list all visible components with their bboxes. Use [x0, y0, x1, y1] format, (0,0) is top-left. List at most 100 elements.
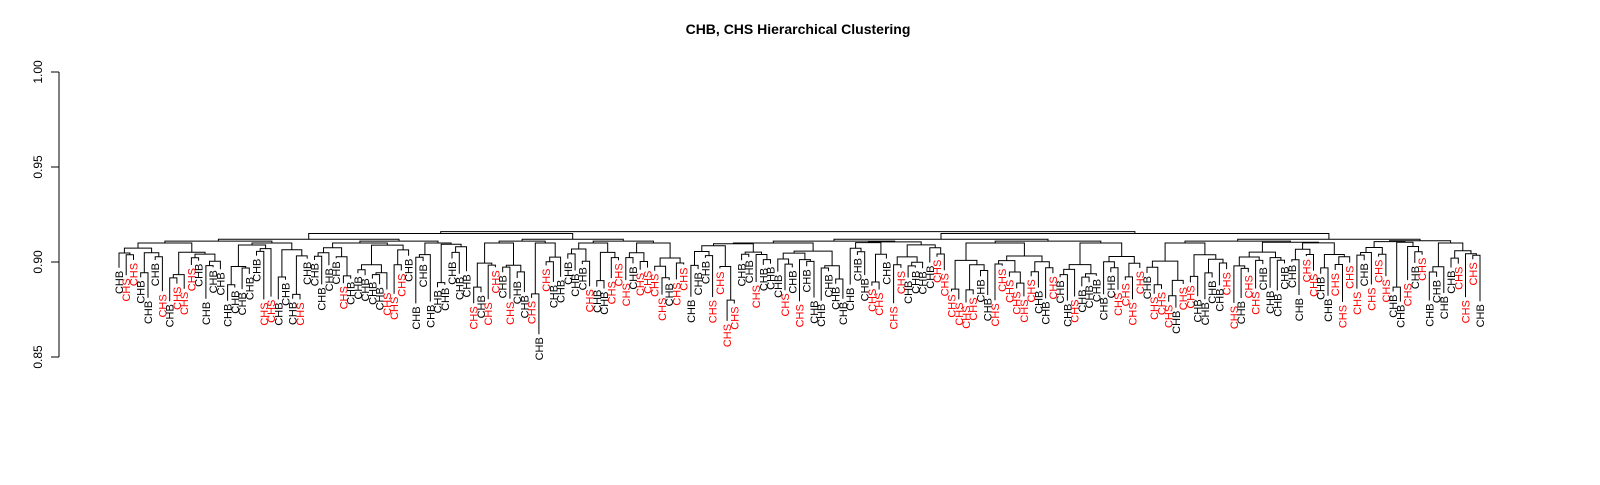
leaf-label: CHS [997, 269, 1009, 292]
leaf-label: CHB [498, 275, 510, 298]
leaf-label: CHB [418, 264, 430, 287]
leaf-label: CHB [816, 304, 828, 327]
dendrogram-branch [1081, 276, 1090, 287]
leaf-label: CHB [983, 298, 995, 321]
leaf-label: CHB [1388, 295, 1400, 318]
leaf-label: CHB [700, 261, 712, 284]
dendrogram-branch [571, 248, 587, 262]
leaf-label: CHS [157, 294, 169, 317]
leaf-label: CHB [1033, 291, 1045, 314]
leaf-label: CHB [324, 268, 336, 291]
dendrogram-branch [440, 231, 1136, 234]
dendrogram-branch [1151, 260, 1179, 281]
leaf-label: CHB [1207, 281, 1219, 304]
leaf-label: CHS [1461, 300, 1473, 323]
leaf-label: CHB [165, 304, 177, 327]
leaf-label: CHS [1345, 266, 1357, 289]
leaf-label: CHS [1222, 272, 1234, 295]
leaf-label: CHB [1475, 304, 1487, 327]
leaf-label: CHB [809, 301, 821, 324]
leaf-label: CHS [896, 271, 908, 294]
leaf-label: CHB [223, 304, 235, 327]
leaf-label: CHB [570, 274, 582, 297]
leaf-label: CHS [1352, 292, 1364, 315]
leaf-label: CHS [1149, 297, 1161, 320]
leaf-label: CHS [1301, 259, 1313, 282]
dendrogram-branch [965, 242, 1025, 261]
dendrogram-leaf-labels: CHBCHSCHSCHBCHBCHBCHSCHBCHSCHSCHSCHBCHBC… [114, 258, 1487, 361]
leaf-label: CHS [1120, 283, 1132, 306]
leaf-label: CHB [447, 262, 459, 285]
leaf-label: CHB [1316, 277, 1328, 300]
leaf-label: CHB [910, 271, 922, 294]
leaf-label: CHB [1214, 288, 1226, 311]
y-axis-ticks: 0.85 0.90 0.95 1.00 [31, 60, 59, 369]
leaf-label: CHS [1229, 306, 1241, 329]
leaf-label: CHB [1142, 276, 1154, 299]
dendrogram-branch [713, 243, 754, 253]
dendrogram-branch [911, 261, 924, 269]
dendrogram-branch [323, 247, 343, 257]
leaf-label: CHB [1432, 280, 1444, 303]
dendrogram-branch [741, 253, 750, 261]
leaf-label: CHB [353, 276, 365, 299]
leaf-label: CHS [1374, 260, 1386, 283]
leaf-label: CHS [490, 270, 502, 293]
leaf-label: CHB [860, 278, 872, 301]
leaf-label: CHS [715, 272, 727, 295]
leaf-label: CHB [1323, 299, 1335, 322]
leaf-label: CHB [346, 282, 358, 305]
leaf-label: CHS [795, 304, 807, 327]
leaf-label: CHS [722, 324, 734, 347]
dendrogram-branch [777, 258, 790, 272]
leaf-label: CHS [1004, 280, 1016, 303]
leaf-label: CHB [1193, 299, 1205, 322]
leaf-label: CHB [1099, 297, 1111, 320]
leaf-label: CHS [389, 297, 401, 320]
leaf-label: CHB [628, 266, 640, 289]
leaf-label: CHB [1041, 301, 1053, 324]
leaf-label: CHB [592, 290, 604, 313]
leaf-label: CHB [425, 305, 437, 328]
leaf-label: CHS [657, 298, 669, 321]
leaf-label: CHB [686, 300, 698, 323]
dendrogram-branch [251, 242, 293, 250]
leaf-label: CHB [773, 275, 785, 298]
leaf-label: CHB [758, 268, 770, 291]
leaf-label: CHB [903, 281, 915, 304]
leaf-label: CHS [1048, 276, 1060, 299]
leaf-label: CHS [932, 260, 944, 283]
leaf-label: CHB [433, 290, 445, 313]
leaf-label: CHS [671, 282, 683, 305]
leaf-label: CHB [1395, 305, 1407, 328]
dendrogram-branch [437, 282, 446, 288]
leaf-label: CHS [874, 293, 886, 316]
leaf-label: CHB [976, 279, 988, 302]
leaf-label: CHS [1366, 288, 1378, 311]
dendrogram-branch [505, 264, 522, 272]
leaf-label: CHS [606, 281, 618, 304]
dendrogram-branch [1208, 258, 1224, 273]
dendrogram-branches [118, 231, 1481, 335]
leaf-label: CHS [751, 285, 763, 308]
y-tick-label: 1.00 [31, 60, 45, 84]
leaf-label: CHS [1157, 292, 1169, 315]
dendrogram-branch [357, 269, 366, 276]
dendrogram-branch [596, 280, 605, 289]
leaf-label: CHS [889, 306, 901, 329]
leaf-label: CHB [693, 272, 705, 295]
leaf-label: CHS [1128, 302, 1140, 325]
dendrogram-branch [906, 244, 936, 257]
leaf-label: CHS [527, 301, 539, 324]
leaf-label: CHB [367, 282, 379, 305]
leaf-label: CHS [541, 269, 553, 292]
dendrogram-branch [1365, 247, 1383, 255]
leaf-label: CHS [1070, 300, 1082, 323]
leaf-label: CHB [462, 274, 474, 297]
leaf-label: CHB [831, 287, 843, 310]
leaf-label: CHS [1113, 293, 1125, 316]
dendrogram-branch [1034, 261, 1050, 272]
leaf-label: CHB [194, 264, 206, 287]
leaf-label: CHS [990, 303, 1002, 326]
leaf-label: CHB [454, 277, 466, 300]
